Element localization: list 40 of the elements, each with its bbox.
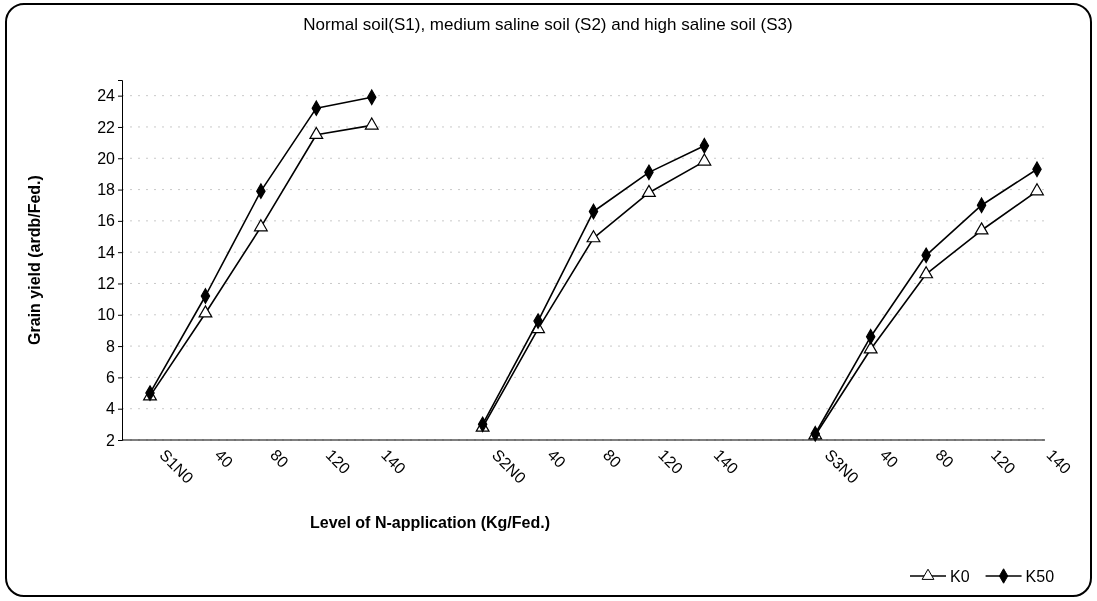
- x-tick-label: 120: [322, 446, 354, 478]
- y-tick-label: 18: [97, 181, 116, 199]
- point: [919, 266, 934, 279]
- y-tick-label: 2: [106, 431, 116, 449]
- x-tick-label: 40: [876, 446, 902, 471]
- chart-title: Normal soil(S1), medium saline soil (S2) and high saline soil (S3): [303, 15, 793, 34]
- y-axis-title: Grain yield (ardb/Fed.): [26, 175, 43, 345]
- y-tick-label: 4: [106, 400, 116, 418]
- x-axis-title: Level of N-application (Kg/Fed.): [309, 514, 551, 531]
- y-tick-label: 22: [97, 118, 116, 136]
- x-tick-label: 120: [987, 446, 1019, 478]
- y-tick-label: 24: [97, 87, 116, 105]
- y-tick-label: 16: [97, 212, 116, 230]
- legend-label: K50: [1025, 568, 1055, 585]
- point: [309, 126, 324, 140]
- point: [1030, 183, 1044, 196]
- y-tick-label: 8: [106, 337, 116, 355]
- point: [697, 153, 712, 166]
- x-tick-label: 40: [211, 446, 237, 471]
- x-tick-label: 140: [710, 446, 742, 478]
- x-tick-label: 80: [932, 446, 958, 471]
- y-tick-label: 20: [97, 149, 116, 167]
- point: [364, 117, 379, 130]
- y-tick-label: 14: [97, 243, 116, 261]
- point: [863, 341, 878, 354]
- x-tick-label: 140: [378, 446, 409, 478]
- x-tick-label: 80: [599, 446, 625, 471]
- point: [253, 219, 268, 232]
- point: [641, 184, 656, 197]
- x-tick-label: 40: [544, 446, 569, 471]
- y-tick-label: 12: [97, 275, 116, 293]
- x-tick-label: 120: [655, 446, 687, 478]
- x-tick-label: 80: [267, 446, 292, 471]
- point: [198, 305, 213, 318]
- point: [974, 222, 989, 235]
- point: [586, 230, 601, 243]
- x-tick-label: 140: [1043, 446, 1075, 478]
- y-tick-label: 10: [97, 306, 116, 324]
- legend-label: K0: [950, 568, 970, 585]
- y-tick-label: 6: [106, 369, 116, 387]
